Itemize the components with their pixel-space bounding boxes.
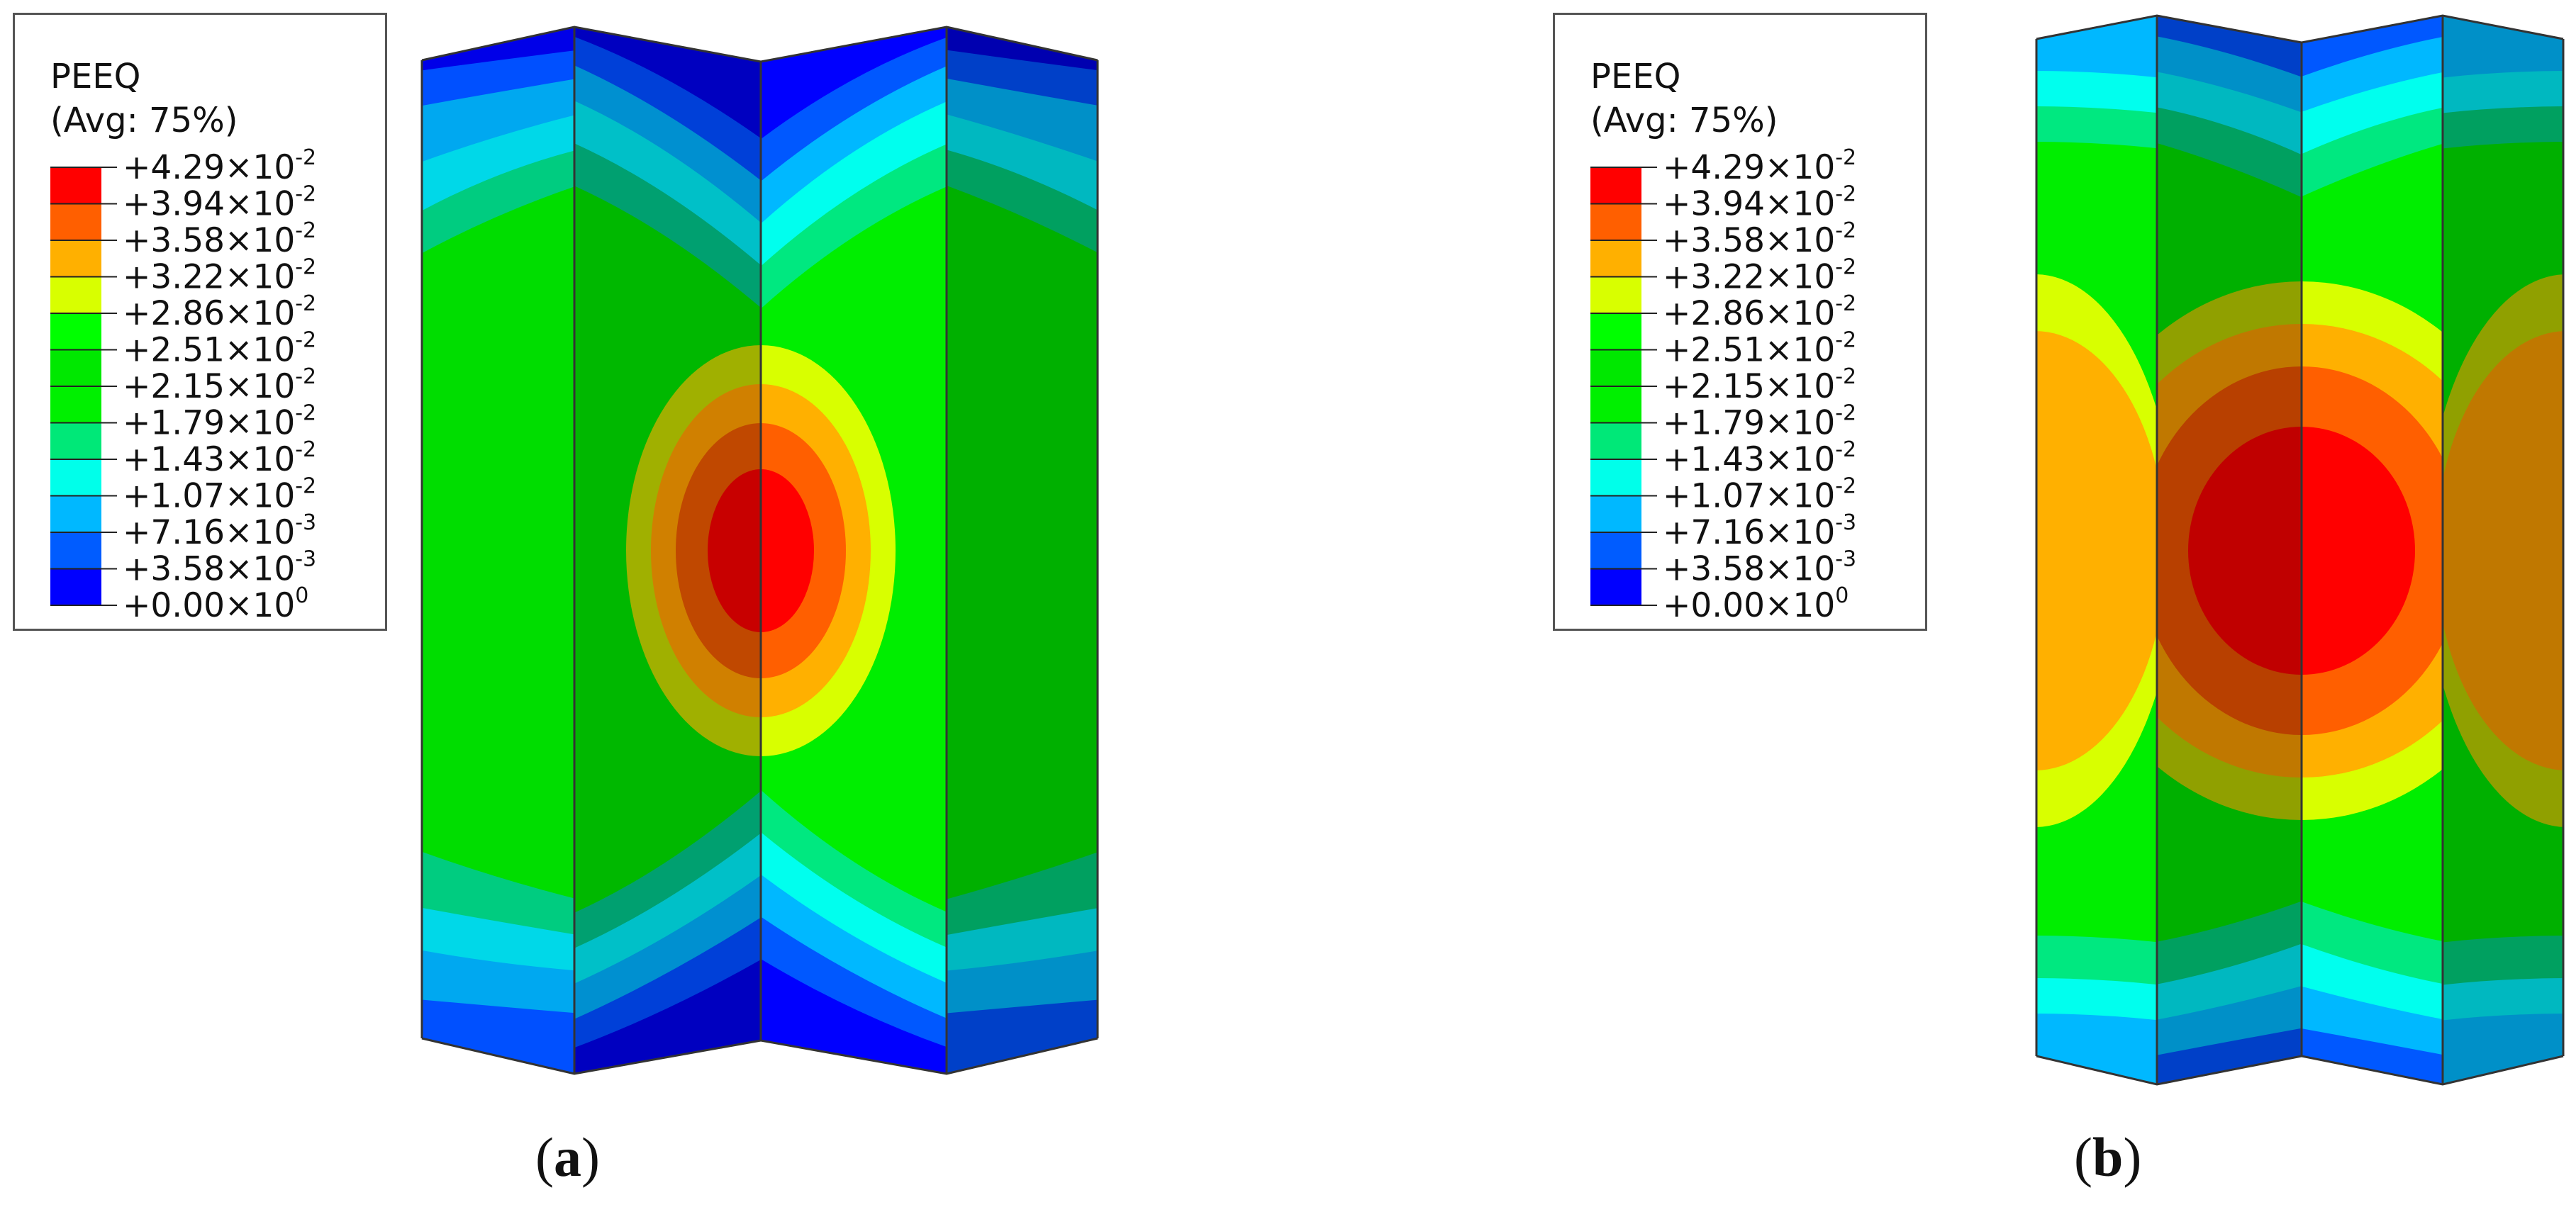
legend-subtitle: (Avg: 75%)	[50, 101, 238, 140]
legend-swatch	[50, 386, 101, 423]
column-contour-model-b	[2035, 14, 2565, 1086]
face-right-inner	[761, 27, 947, 1074]
legend-label: +0.00×100	[123, 583, 308, 625]
legend-colorbar: +4.29×10-2+3.94×10-2+3.58×10-2+3.22×10-2…	[50, 145, 316, 625]
legend-subtitle: (Avg: 75%)	[1590, 101, 1778, 140]
legend-swatch	[1590, 240, 1641, 277]
peeq-legend-b: PEEQ (Avg: 75%) +4.29×10-2 +3.94×10-2 +3.5…	[1553, 13, 1927, 631]
legend-label: +3.58×10-2	[123, 218, 316, 260]
legend-swatch	[1590, 167, 1641, 204]
face-right-inner	[2302, 16, 2443, 1084]
caption-b: (b)	[2074, 1126, 2142, 1188]
legend-title: PEEQ	[50, 57, 141, 96]
model-edges-a	[420, 26, 1099, 1075]
legend-colorbar: +4.29×10-2+3.94×10-2+3.58×10-2+3.22×10-2…	[1590, 145, 1856, 625]
legend-label: +1.43×10-2	[1663, 437, 1856, 479]
legend-label: +1.07×10-2	[1663, 474, 1856, 516]
legend-swatch	[50, 240, 101, 277]
legend-swatch	[50, 422, 101, 459]
legend-label: +3.58×10-3	[123, 547, 316, 589]
legend-label: +2.51×10-2	[1663, 328, 1856, 370]
face-right-outer	[947, 27, 1098, 1074]
legend-swatch	[50, 313, 101, 350]
legend-swatch	[1590, 495, 1641, 532]
caption-a: (a)	[535, 1126, 600, 1188]
legend-label: +1.43×10-2	[123, 437, 316, 479]
legend-label: +2.86×10-2	[1663, 291, 1856, 333]
face-left-outer	[422, 27, 574, 1074]
legend-swatch	[50, 568, 101, 605]
legend-label: +1.79×10-2	[123, 401, 316, 443]
legend-swatch	[50, 349, 101, 386]
legend-label: +2.51×10-2	[123, 328, 316, 370]
legend-swatch	[1590, 532, 1641, 569]
face-right-outer	[2443, 16, 2563, 1084]
legend-label: +7.16×10-3	[1663, 510, 1856, 552]
legend-label: +3.94×10-2	[1663, 182, 1856, 224]
legend-swatch	[1590, 422, 1641, 459]
legend-label: +0.00×100	[1663, 583, 1849, 625]
legend-title: PEEQ	[1590, 57, 1681, 96]
face-left-outer	[2036, 16, 2157, 1084]
legend-swatch	[1590, 313, 1641, 350]
panel-b: PEEQ (Avg: 75%) +4.29×10-2 +3.94×10-2 +3.5…	[1553, 0, 2576, 1212]
legend-swatch	[50, 167, 101, 204]
legend-label: +3.22×10-2	[123, 255, 316, 297]
legend-label: +2.86×10-2	[123, 291, 316, 333]
legend-label: +7.16×10-3	[123, 510, 316, 552]
legend-label: +1.07×10-2	[123, 474, 316, 516]
legend-swatch	[50, 532, 101, 569]
peeq-legend-a: PEEQ (Avg: 75%) +4.29×10-2 +3.94×10-2 +3.5…	[13, 13, 387, 631]
model-edges-b	[2035, 14, 2565, 1086]
face-left-inner	[2157, 16, 2302, 1084]
legend-label: +2.15×10-2	[1663, 364, 1856, 406]
legend-label: +4.29×10-2	[123, 145, 316, 187]
legend-label: +4.29×10-2	[1663, 145, 1856, 187]
legend-swatch	[1590, 276, 1641, 313]
legend-label: +3.58×10-2	[1663, 218, 1856, 260]
legend-label: +2.15×10-2	[123, 364, 316, 406]
legend-label: +3.94×10-2	[123, 182, 316, 224]
legend-swatch	[1590, 203, 1641, 240]
legend-swatch	[1590, 386, 1641, 423]
legend-label: +3.58×10-3	[1663, 547, 1856, 589]
legend-swatch	[1590, 349, 1641, 386]
legend-swatch	[50, 495, 101, 532]
column-contour-model-a	[420, 26, 1099, 1075]
legend-swatch	[50, 276, 101, 313]
legend-label: +3.22×10-2	[1663, 255, 1856, 297]
legend-swatch	[50, 203, 101, 240]
panel-a: PEEQ (Avg: 75%) +4.29×10-2 +3.94×10-2 +3.5…	[13, 13, 1099, 1188]
legend-swatch	[1590, 459, 1641, 496]
legend-swatch	[1590, 568, 1641, 605]
legend-swatch	[50, 459, 101, 496]
legend-label: +1.79×10-2	[1663, 401, 1856, 443]
